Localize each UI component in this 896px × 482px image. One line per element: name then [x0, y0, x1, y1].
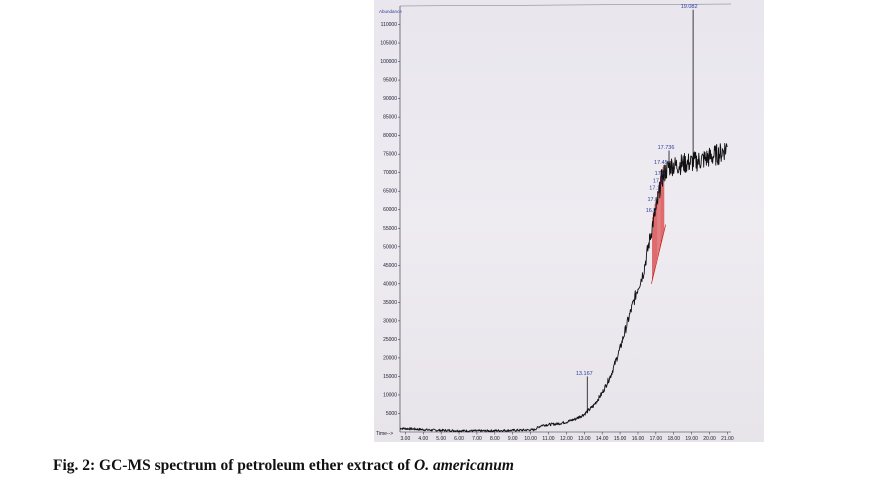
peak-label: 17.0: [647, 197, 658, 203]
x-tick-label: 5.00: [436, 436, 446, 442]
y-tick-label: 90000: [383, 96, 397, 102]
x-tick-label: 9.00: [508, 436, 518, 442]
y-tick-label: 10000: [383, 392, 397, 398]
y-axis-title: Abundance: [379, 9, 402, 14]
chromatogram-line: [399, 142, 728, 433]
caption-prefix: Fig. 2: GC-MS spectrum of petroleum ethe…: [53, 457, 414, 474]
x-tick-label: 19.00: [685, 436, 698, 442]
caption-species: O. americanum: [414, 457, 514, 474]
x-tick-label: 15.00: [614, 436, 627, 442]
y-tick-label: 80000: [383, 133, 397, 139]
y-tick-label: 65000: [383, 189, 397, 195]
peak-label: 17.45: [654, 160, 668, 166]
x-tick-label: 7.00: [472, 436, 482, 442]
y-tick-label: 40000: [383, 281, 397, 287]
plot-frame: [399, 3, 732, 433]
y-tick-label: 15000: [383, 374, 397, 380]
x-tick-label: 17.00: [650, 436, 663, 442]
x-tick-label: 11.00: [542, 436, 554, 442]
peak-label: 17.3: [653, 178, 664, 184]
x-tick-label: 6.00: [454, 436, 464, 442]
peak-markers: 13.167 16.9 17.0 17.1 17.317.4 17.45 17.736 19.…: [576, 4, 698, 412]
y-tick-label: 100000: [380, 59, 397, 65]
x-tick-label: 3.00: [401, 436, 411, 442]
y-tick-label: 95000: [383, 78, 397, 84]
x-tick-label: 20.00: [703, 436, 716, 442]
peak-label: 17.4: [655, 171, 666, 177]
peak-label: 17.1: [649, 186, 660, 192]
x-tick-label: 21.00: [721, 436, 734, 442]
y-tick-label: 70000: [383, 170, 397, 176]
x-tick-label: 10.00: [524, 436, 537, 442]
y-tick-label: 85000: [383, 115, 397, 121]
y-axis-ticks: 5000 10000 15000 20000 25000 30000 35000 40000 4…: [380, 22, 400, 417]
y-tick-label: 5000: [386, 411, 397, 417]
top-border-line: [399, 3, 732, 7]
x-tick-label: 12.00: [560, 436, 573, 442]
y-tick-label: 35000: [383, 300, 397, 306]
x-tick-label: 16.00: [632, 436, 645, 442]
x-tick-label: 13.00: [578, 436, 591, 442]
x-axis-title: Time-->: [376, 431, 393, 437]
x-tick-label: 18.00: [667, 436, 680, 442]
y-tick-label: 20000: [383, 355, 397, 361]
peak-label: 19.082: [681, 4, 698, 10]
y-tick-label: 60000: [383, 207, 397, 213]
x-axis-ticks: 3.00 4.00 5.00 6.00 7.00 8.00 9.00 10.00 11.00 12…: [401, 432, 734, 442]
gcms-chart: Abundance Time--> 5000 10000 15000 20000 250…: [376, 3, 734, 442]
y-tick-label: 75000: [383, 152, 397, 158]
y-tick-label: 25000: [383, 337, 397, 343]
peak-label: 16.9: [646, 208, 657, 214]
x-tick-label: 14.00: [596, 436, 609, 442]
y-tick-label: 105000: [380, 41, 397, 47]
x-tick-label: 8.00: [490, 436, 500, 442]
figure-caption: Fig. 2: GC-MS spectrum of petroleum ethe…: [53, 457, 514, 475]
y-tick-label: 45000: [383, 263, 397, 269]
y-tick-label: 110000: [381, 22, 398, 28]
y-tick-label: 30000: [383, 318, 397, 324]
chromatogram-series: [399, 142, 728, 433]
x-tick-label: 4.00: [418, 436, 428, 442]
y-tick-label: 50000: [383, 244, 397, 250]
peak-label: 13.167: [576, 371, 593, 377]
peak-label: 17.736: [658, 145, 675, 151]
chromatogram-photo: Abundance Time--> 5000 10000 15000 20000 250…: [374, 0, 764, 442]
y-tick-label: 55000: [383, 226, 397, 232]
